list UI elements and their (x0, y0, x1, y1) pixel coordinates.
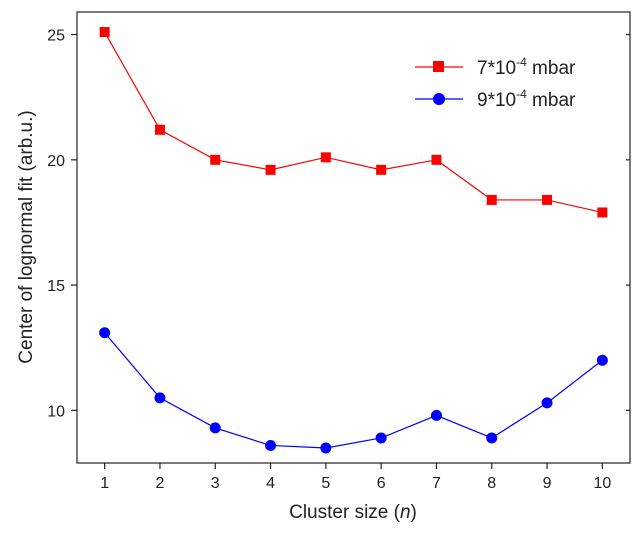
y-axis-ticks: 10 15 20 25 (47, 28, 630, 420)
legend-marker-1 (433, 93, 445, 105)
data-point-0 (486, 194, 497, 205)
x-axis-title-text: Cluster size (289, 502, 388, 523)
x-tick-label: 6 (377, 475, 386, 492)
data-point-1 (375, 432, 387, 444)
legend-label-0-exp: -4 (516, 55, 527, 69)
x-tick-label: 4 (266, 475, 275, 492)
y-tick-label: 15 (47, 278, 65, 295)
series-0 (99, 27, 608, 218)
legend-label-1: 9*10-4 mbar (477, 87, 576, 111)
x-tick-label: 8 (487, 475, 496, 492)
legend-label-1-base: 9*10 (477, 90, 516, 111)
data-point-0 (99, 27, 110, 38)
data-point-0 (210, 154, 221, 165)
data-point-0 (320, 152, 331, 163)
x-tick-label: 9 (543, 475, 552, 492)
legend: 7*10-4 mbar 9*10-4 mbar (415, 55, 576, 111)
legend-label-0-base: 7*10 (477, 58, 516, 79)
data-point-1 (320, 442, 332, 454)
legend-entry-1: 9*10-4 mbar (415, 87, 576, 111)
x-axis-variable: n (400, 502, 411, 523)
y-axis-title: Center of lognormal fit (arb.u.) (16, 110, 37, 363)
legend-label-1-unit: mbar (527, 90, 576, 111)
y-tick-label: 20 (47, 153, 65, 170)
x-axis-title-paren-close: ) (411, 502, 417, 523)
series-1 (99, 327, 608, 454)
data-point-1 (596, 354, 608, 366)
legend-label-0: 7*10-4 mbar (477, 55, 576, 79)
series-line-0 (104, 31, 603, 214)
series-layer (99, 27, 608, 454)
data-point-0 (376, 164, 387, 175)
legend-label-1-exp: -4 (516, 87, 527, 101)
data-point-1 (486, 432, 498, 444)
x-tick-label: 7 (432, 475, 441, 492)
data-point-0 (265, 164, 276, 175)
data-point-1 (430, 409, 442, 421)
x-tick-label: 5 (321, 475, 330, 492)
x-tick-label: 3 (211, 475, 220, 492)
data-point-1 (265, 439, 277, 451)
data-point-1 (154, 392, 166, 404)
data-point-1 (541, 397, 553, 409)
legend-marker-0 (433, 61, 444, 72)
plot-frame (76, 11, 631, 464)
series-line-1 (104, 332, 603, 449)
x-tick-label: 10 (593, 475, 611, 492)
x-axis-title-paren-open: ( (388, 502, 400, 523)
legend-entry-0: 7*10-4 mbar (415, 55, 576, 79)
y-tick-label: 10 (47, 403, 65, 420)
data-point-0 (154, 124, 165, 135)
x-tick-label: 2 (155, 475, 164, 492)
data-point-1 (209, 422, 221, 434)
data-point-0 (597, 207, 608, 218)
x-axis-title: Cluster size (n) (289, 502, 417, 523)
x-tick-label: 1 (100, 475, 109, 492)
x-axis-ticks: 1 2 3 4 5 6 7 8 9 10 (100, 463, 611, 492)
data-point-0 (431, 154, 442, 165)
data-point-1 (99, 327, 111, 339)
y-tick-label: 25 (47, 28, 65, 45)
legend-label-0-unit: mbar (527, 58, 576, 79)
data-point-0 (542, 194, 553, 205)
